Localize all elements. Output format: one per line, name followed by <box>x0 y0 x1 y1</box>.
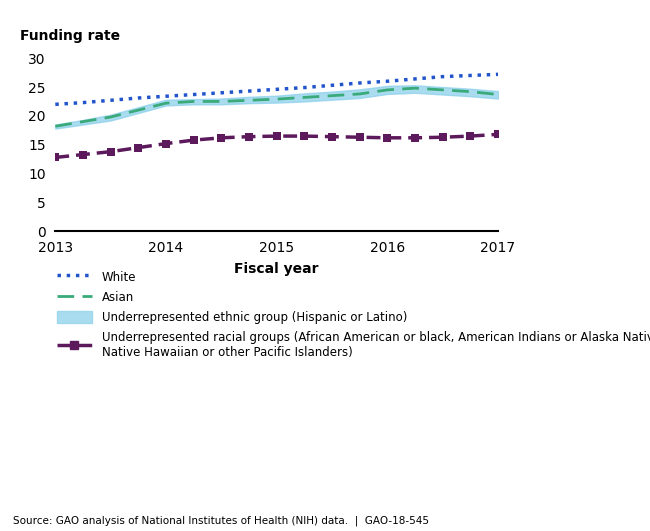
X-axis label: Fiscal year: Fiscal year <box>235 262 319 276</box>
Legend: White, Asian, Underrepresented ethnic group (Hispanic or Latino), Underrepresent: White, Asian, Underrepresented ethnic gr… <box>57 270 650 359</box>
Text: Source: GAO analysis of National Institutes of Health (NIH) data.  |  GAO-18-545: Source: GAO analysis of National Institu… <box>13 515 429 526</box>
Y-axis label: Funding rate: Funding rate <box>20 29 120 43</box>
